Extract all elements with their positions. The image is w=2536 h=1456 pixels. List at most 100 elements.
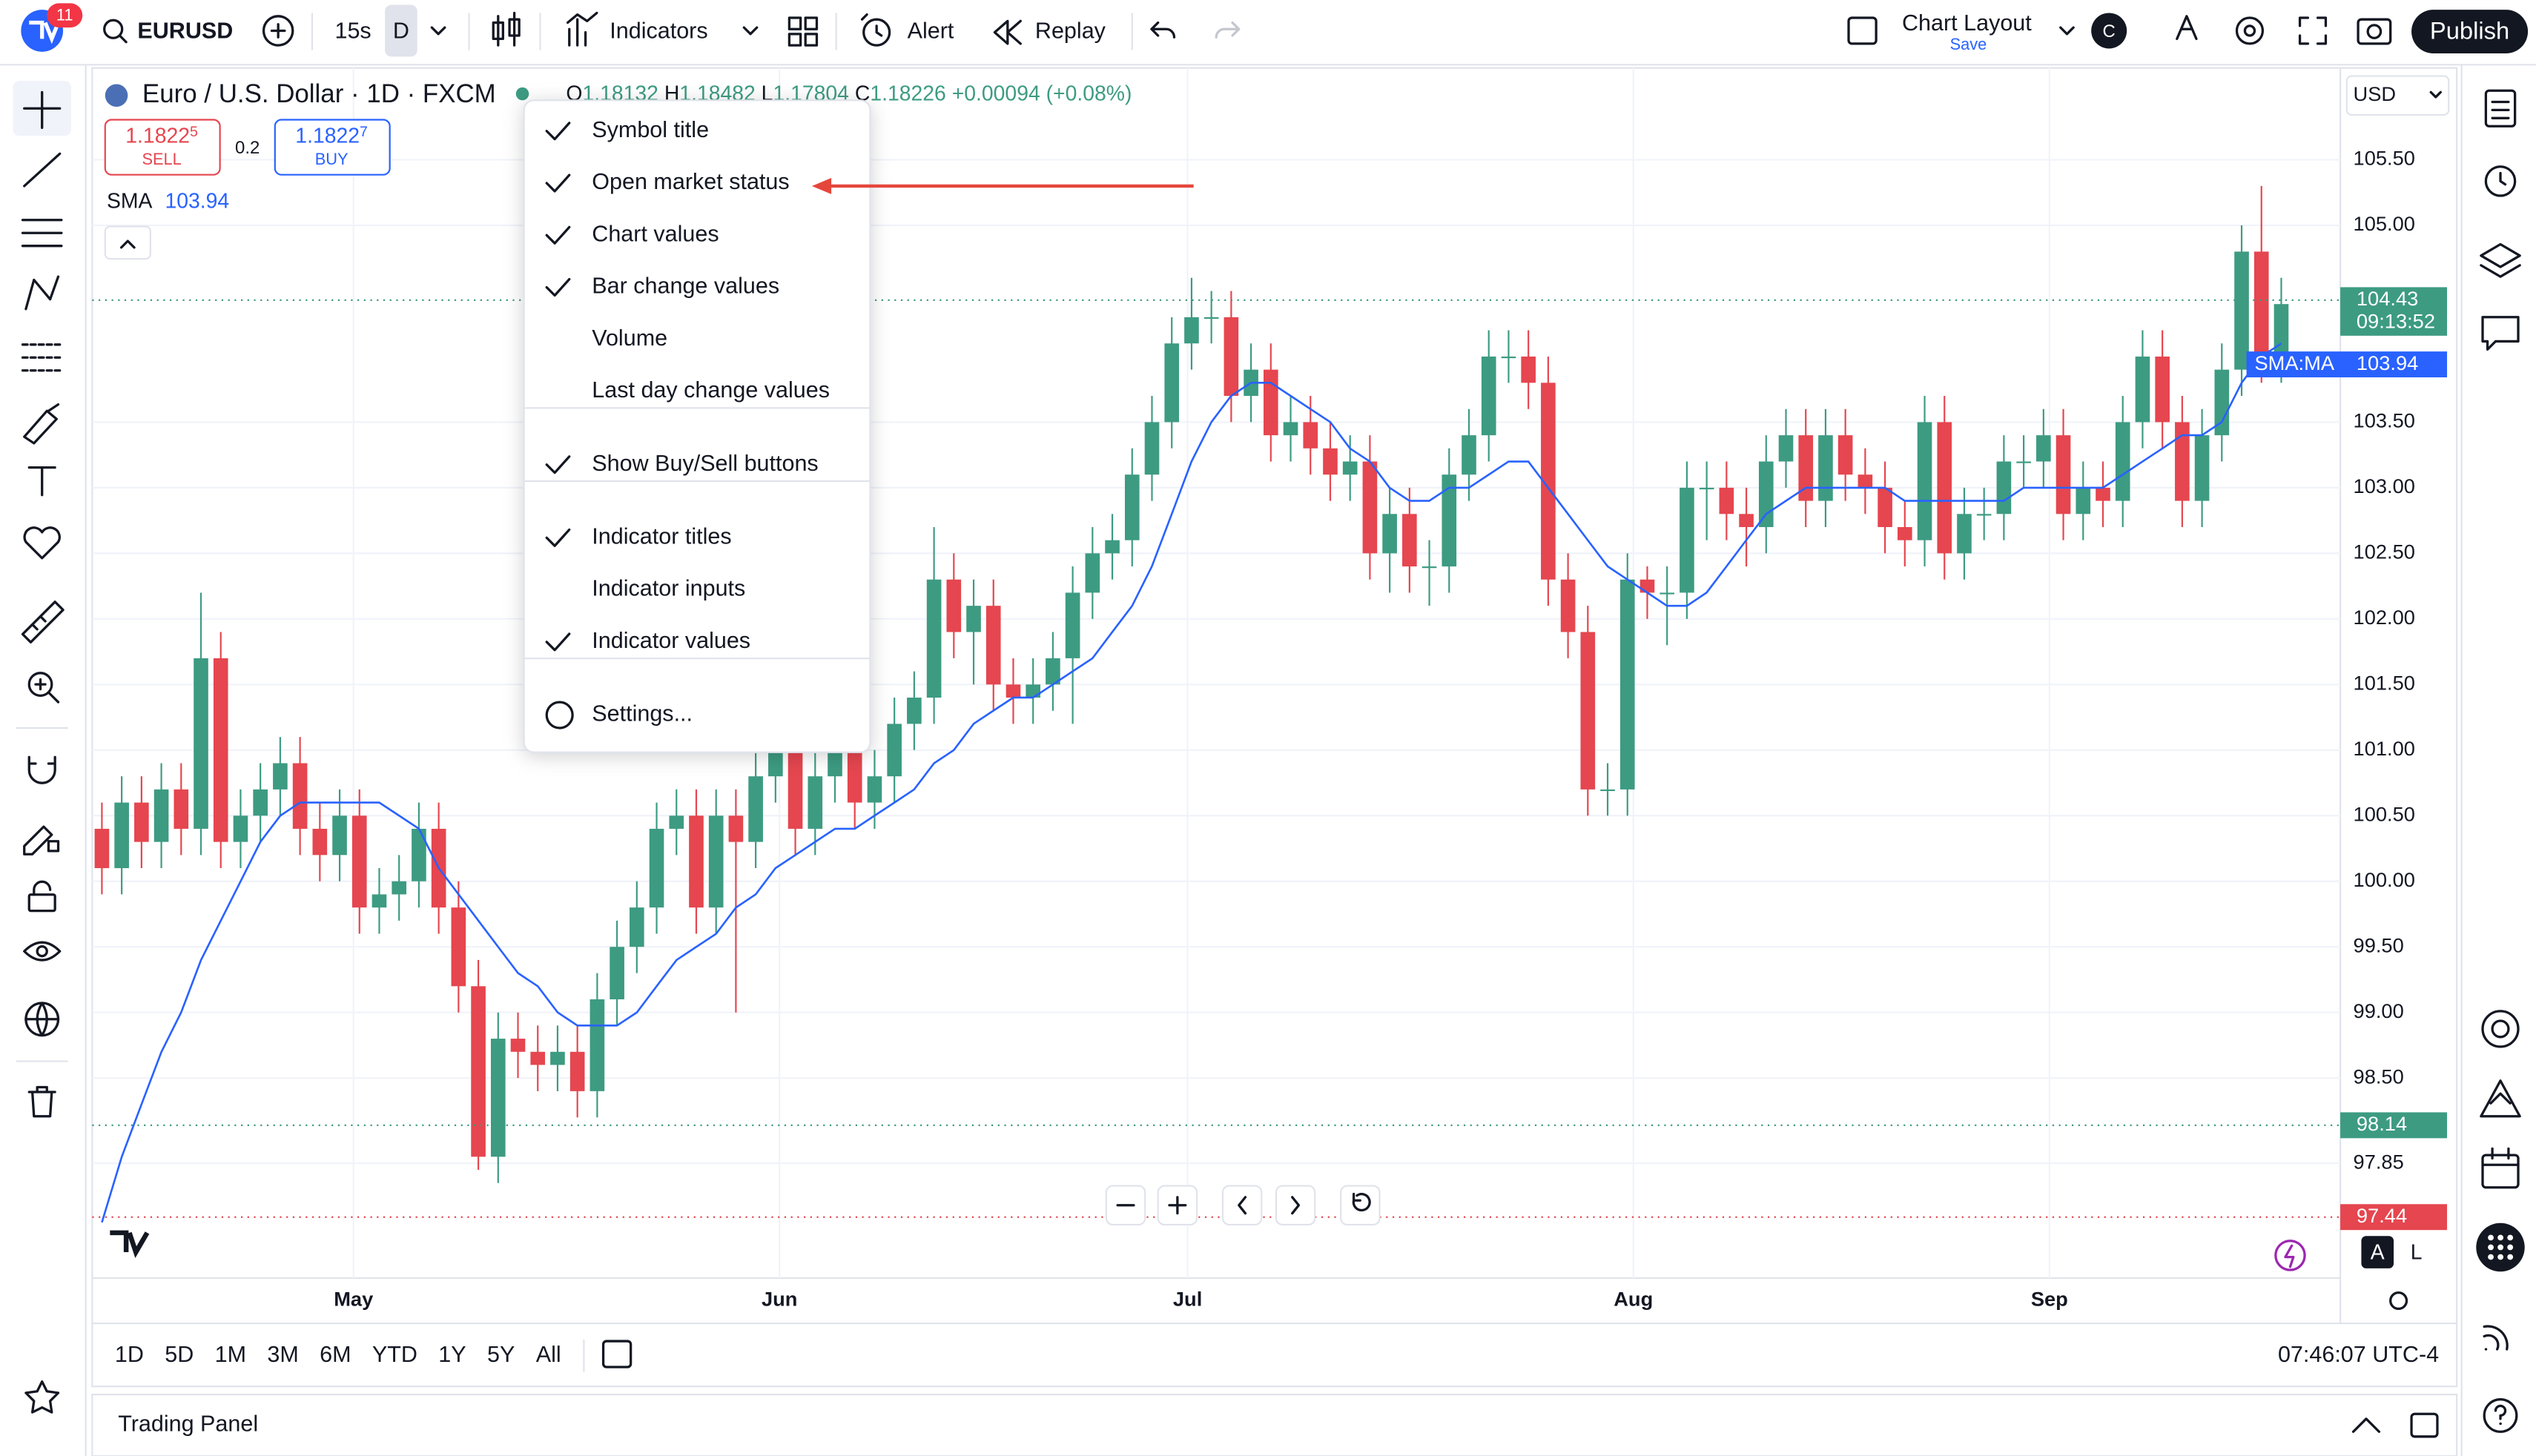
publish[interactable]: Publish [2430,16,2509,44]
replay-icon[interactable] [993,19,1022,45]
magnet[interactable] [27,755,56,784]
fullscreen[interactable] [2298,16,2328,45]
buy-price[interactable]: 1.18227 [295,124,368,148]
trend-line[interactable] [23,152,62,188]
menu-item[interactable]: Indicator titles [592,523,731,549]
layout-save[interactable]: Save [1950,35,1987,53]
chevron[interactable] [2429,90,2442,99]
expand[interactable] [2351,1417,2381,1433]
range-button[interactable]: 6M [320,1342,351,1367]
chevron[interactable] [430,26,446,36]
interval[interactable]: 15s [334,19,371,44]
sell-label[interactable]: SELL [142,150,181,168]
watchlist[interactable] [2484,89,2517,128]
zoom[interactable] [27,672,53,697]
symbol[interactable]: EURUSD [137,19,233,44]
layout-name[interactable]: Chart Layout [1902,10,2032,36]
menu-item[interactable]: Open market status [592,169,789,194]
range-button[interactable]: 5Y [487,1342,515,1367]
candle-body [1224,317,1239,397]
trading-panel-title[interactable]: Trading Panel [118,1412,258,1437]
menu-item[interactable]: Bar change values [592,274,779,299]
timeframe[interactable]: D [393,19,409,44]
quick-search[interactable] [2176,15,2198,41]
reset[interactable] [1340,1185,1381,1226]
avatar[interactable] [2091,13,2127,49]
redo[interactable] [1215,21,1241,39]
indicators[interactable]: Indicators [610,19,707,44]
help[interactable] [2483,1397,2518,1433]
currency[interactable]: USD [2354,82,2397,105]
chevron[interactable] [742,26,759,36]
replay[interactable]: Replay [1035,19,1106,44]
hide[interactable] [23,941,62,962]
ideas[interactable] [2480,1079,2521,1118]
ruler[interactable] [21,600,65,643]
buy-button[interactable] [274,119,391,176]
clock[interactable]: 07:46:07 UTC-4 [2278,1342,2439,1367]
candle-body [1619,579,1635,790]
undo[interactable] [1150,21,1176,39]
sell-button[interactable] [104,119,221,176]
market-status[interactable] [515,87,529,101]
brush-tool[interactable] [23,403,60,445]
alerts[interactable] [2484,165,2517,197]
crosshair[interactable] [23,90,62,130]
candle-body [2135,356,2150,423]
candle-body [649,828,664,908]
text-tool[interactable] [27,466,56,497]
icon-tool[interactable] [23,526,61,560]
lightning[interactable] [2274,1240,2306,1271]
stay-drawing[interactable] [23,825,60,856]
streams[interactable] [2483,1325,2509,1351]
range-button[interactable]: YTD [372,1342,417,1367]
indicators-icon[interactable] [566,11,598,47]
chart-type-icon[interactable] [492,11,521,47]
range-button[interactable]: 3M [267,1342,298,1367]
log-scale-label[interactable]: L [2411,1241,2423,1265]
watchlist-star[interactable] [24,1380,60,1414]
sell-price[interactable]: 1.18225 [125,124,198,148]
menu-item[interactable]: Symbol title [592,117,709,142]
menu-item[interactable]: Chart values [592,221,719,246]
calendar[interactable] [2481,1154,2520,1189]
goto-date[interactable] [601,1340,633,1369]
layouts-icon[interactable] [787,16,819,47]
scroll-left[interactable] [1221,1185,1263,1226]
menu-item[interactable]: Show Buy/Sell buttons [592,451,818,476]
lock[interactable] [27,893,56,913]
menu-item[interactable]: Settings... [592,701,693,727]
buy-label[interactable]: BUY [315,150,349,168]
alert[interactable]: Alert [908,19,954,44]
currency-select[interactable] [2345,75,2450,116]
axis-settings[interactable] [2389,1291,2408,1311]
menu-item[interactable]: Last day change values [592,377,830,403]
range-button[interactable]: 1Y [438,1342,466,1367]
chat[interactable] [2481,316,2520,351]
timeframe-bg[interactable] [385,4,417,57]
layers[interactable] [2480,242,2521,278]
range-button[interactable]: All [536,1342,561,1367]
snapshot[interactable] [2357,18,2392,45]
publish-button[interactable] [2411,10,2529,54]
compare-icon[interactable] [262,15,294,47]
scroll-right[interactable] [1275,1185,1316,1226]
layout-icon[interactable] [1847,16,1878,45]
range-button[interactable]: 1M [215,1342,246,1367]
settings-icon[interactable] [2235,16,2265,45]
range-button[interactable]: 5D [165,1342,194,1367]
menu-item[interactable]: Indicator inputs [592,576,745,601]
trash[interactable] [27,1085,56,1118]
alert-icon[interactable] [862,18,891,47]
maximize[interactable] [2410,1412,2439,1438]
auto-scale[interactable] [2361,1236,2394,1268]
range-button[interactable]: 1D [115,1342,144,1367]
projection-tool[interactable] [21,343,63,372]
auto-scale-label[interactable]: A [2371,1241,2385,1265]
tech-analysis[interactable] [2481,1010,2520,1048]
chevron[interactable] [2059,26,2075,36]
menu-item[interactable]: Volume [592,325,667,351]
menu-item[interactable]: Indicator values [592,628,750,653]
pattern-tool[interactable] [24,275,60,311]
fib-tool[interactable] [21,219,63,248]
